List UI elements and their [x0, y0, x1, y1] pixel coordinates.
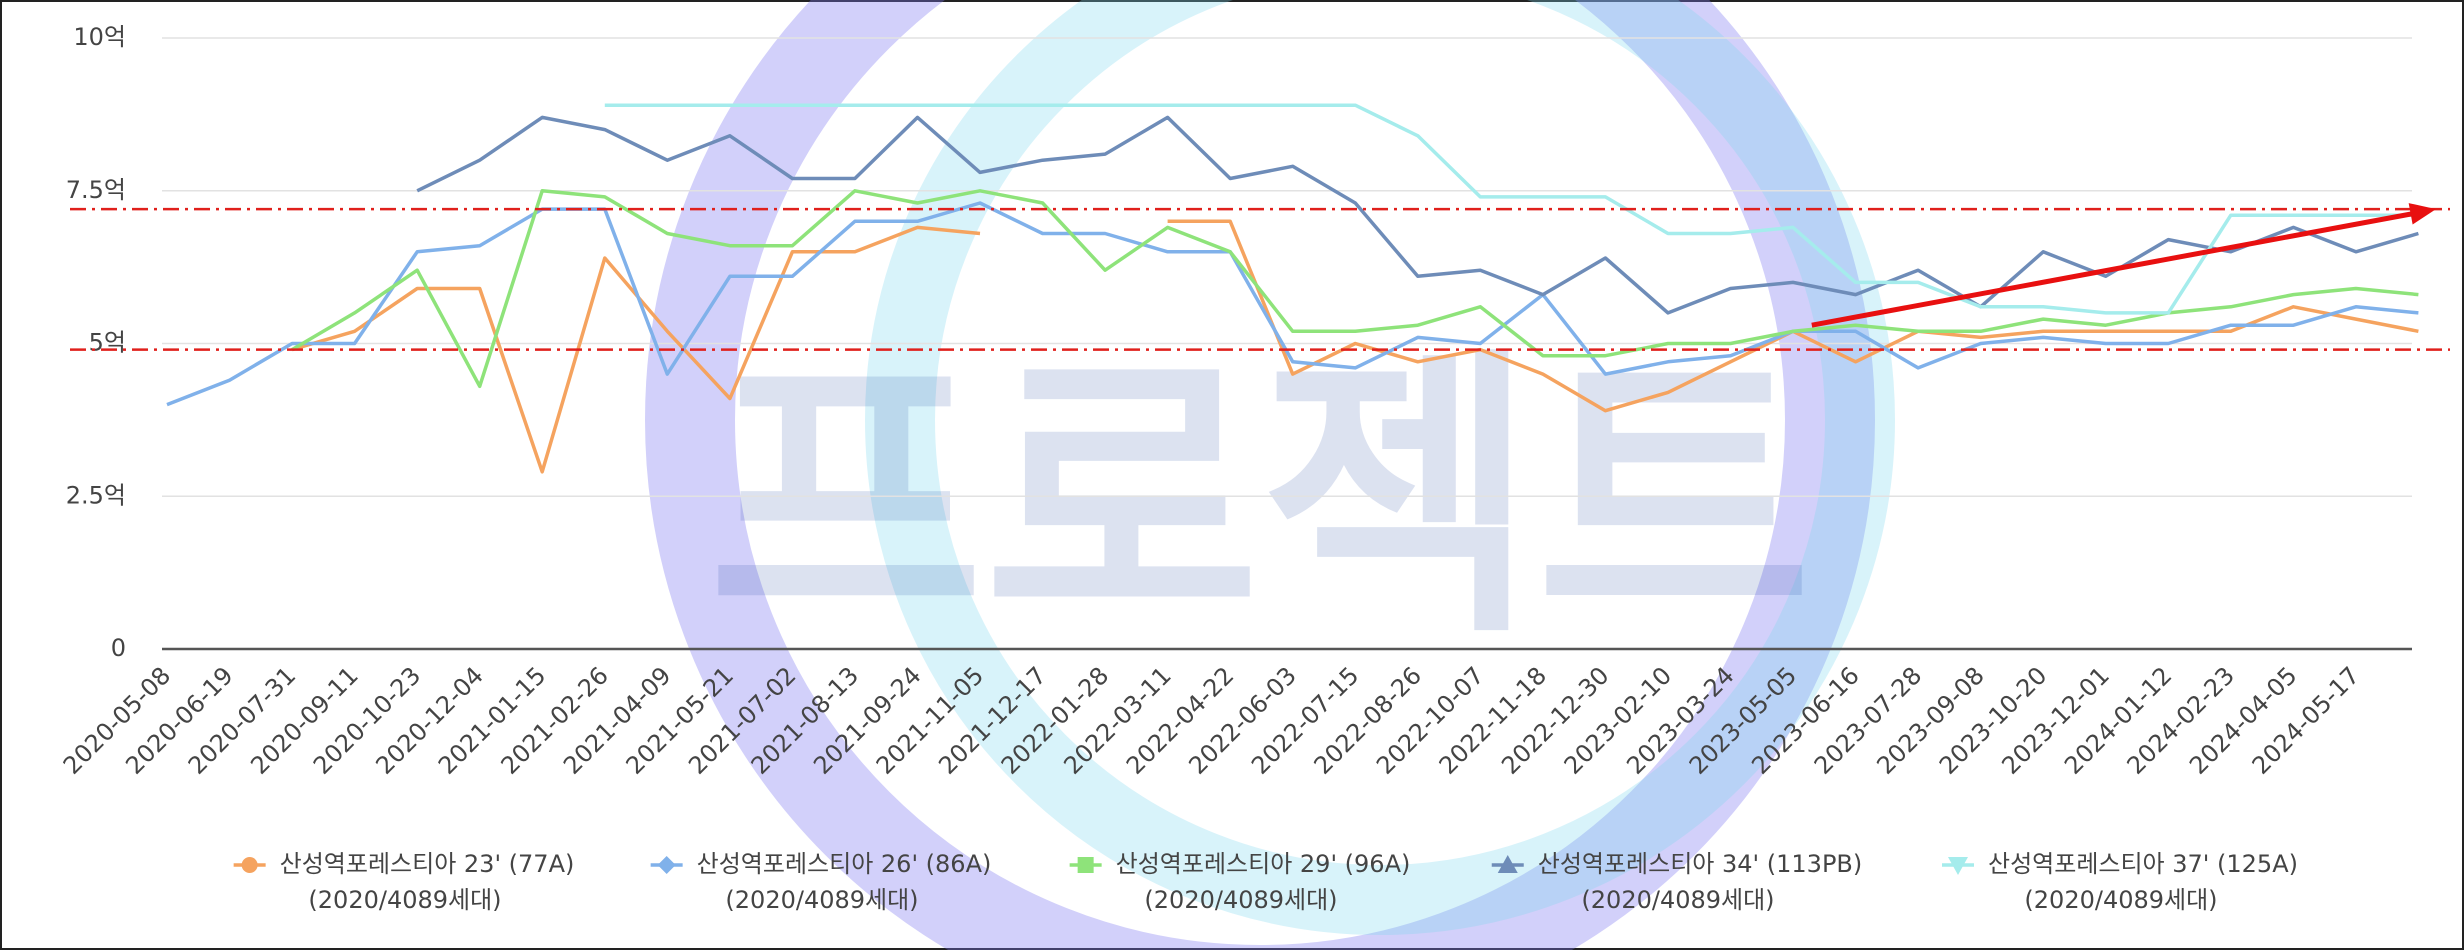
legend-label: 산성역포레스티아 34' (113PB): [1538, 850, 1863, 878]
watermark-text: 프로젝트: [708, 324, 1812, 673]
y-tick-label: 10억: [73, 23, 126, 51]
series-line: [416, 115, 2419, 315]
watermark-ring: [645, 0, 1875, 950]
legend-label: 산성역포레스티아 29' (96A): [1116, 850, 1411, 878]
legend-marker: [1077, 857, 1094, 873]
y-tick-label: 5억: [89, 329, 126, 357]
watermark: 프로젝트: [645, 0, 1895, 950]
y-tick-label: 0: [111, 634, 126, 662]
legend-sublabel: (2020/4089세대): [1144, 886, 1337, 914]
legend-sublabel: (2020/4089세대): [1581, 886, 1774, 914]
overlay: [70, 203, 2450, 351]
trend-arrow: [1811, 210, 2417, 328]
legend-marker: [1497, 855, 1518, 873]
legend: 산성역포레스티아 23' (77A) (2020/4089세대) 산성역포레스티아 …: [233, 850, 2298, 914]
legend-label: 산성역포레스티아 26' (86A): [697, 850, 992, 878]
y-tick-label: 2.5억: [66, 481, 126, 509]
legend-marker: [241, 857, 258, 873]
legend-sublabel: (2020/4089세대): [725, 886, 918, 914]
y-tick-label: 7.5억: [66, 176, 126, 204]
watermark-ring: [865, 0, 1895, 935]
legend-sublabel: (2020/4089세대): [308, 886, 501, 914]
trend-arrow-head: [2408, 203, 2436, 225]
legend-marker: [657, 856, 676, 874]
legend-sublabel: (2020/4089세대): [2024, 886, 2217, 914]
legend-marker: [1948, 857, 1968, 875]
legend-label: 산성역포레스티아 37' (125A): [1988, 850, 2298, 878]
legend-label: 산성역포레스티아 23' (77A): [280, 850, 575, 878]
series-line: [604, 103, 2419, 315]
series-line: [291, 189, 2419, 389]
